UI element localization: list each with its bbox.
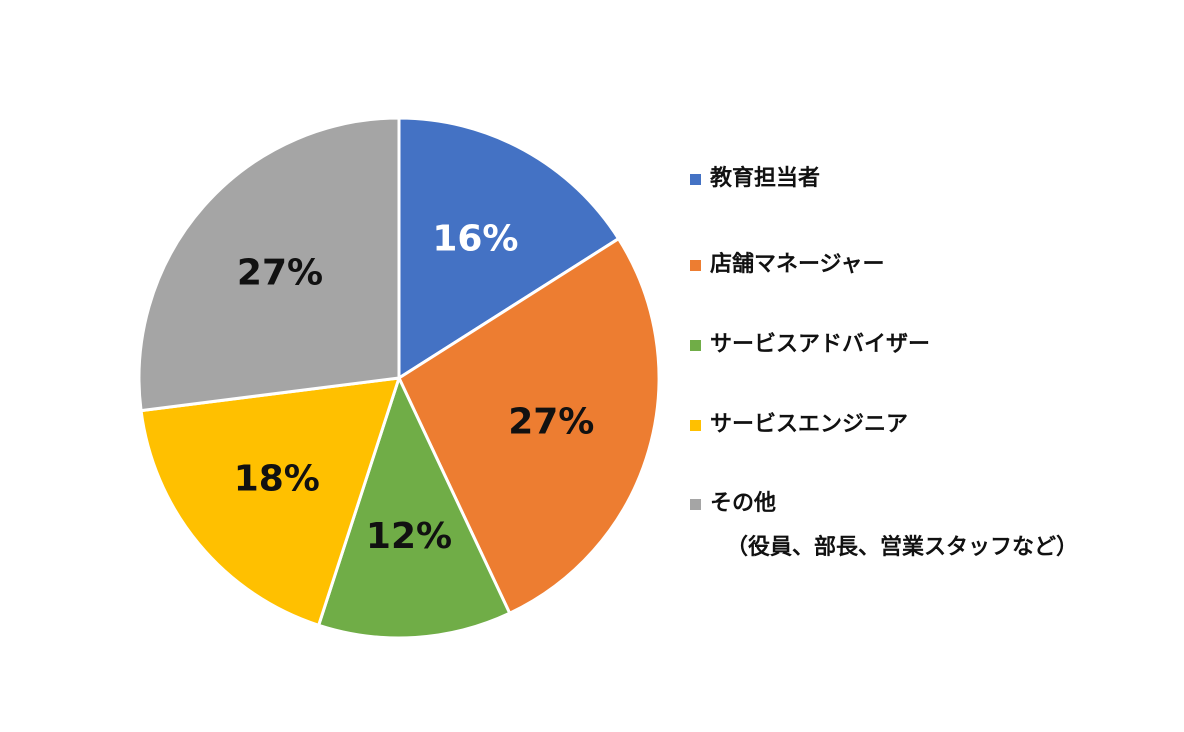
legend-swatch-2 — [690, 340, 701, 351]
slice-label-4: 27% — [237, 253, 323, 294]
pie-slice-1 — [397, 237, 661, 615]
legend-swatch-1 — [690, 260, 701, 271]
legend-sublabel-4: （役員、部長、営業スタッフなど） — [726, 535, 1079, 560]
slice-label-1: 27% — [508, 402, 594, 443]
legend-label-3: サービスエンジニア — [710, 412, 909, 437]
legend-label-2: サービスアドバイザー — [710, 332, 931, 357]
legend-label-0: 教育担当者 — [710, 166, 821, 191]
legend-label-1: 店舗マネージャー — [710, 252, 885, 277]
pie-slice-4 — [137, 116, 401, 413]
pie-slice-3 — [139, 376, 401, 627]
legend-swatch-3 — [690, 420, 701, 431]
pie-slice-2 — [317, 376, 512, 640]
legend-label-4: その他 — [710, 491, 777, 516]
legend-swatch-0 — [690, 174, 701, 185]
slice-label-2: 12% — [366, 516, 452, 557]
slice-label-0: 16% — [432, 219, 518, 260]
pie-slice-0 — [397, 116, 621, 380]
legend-swatch-4 — [690, 499, 701, 510]
slice-label-3: 18% — [234, 459, 320, 500]
